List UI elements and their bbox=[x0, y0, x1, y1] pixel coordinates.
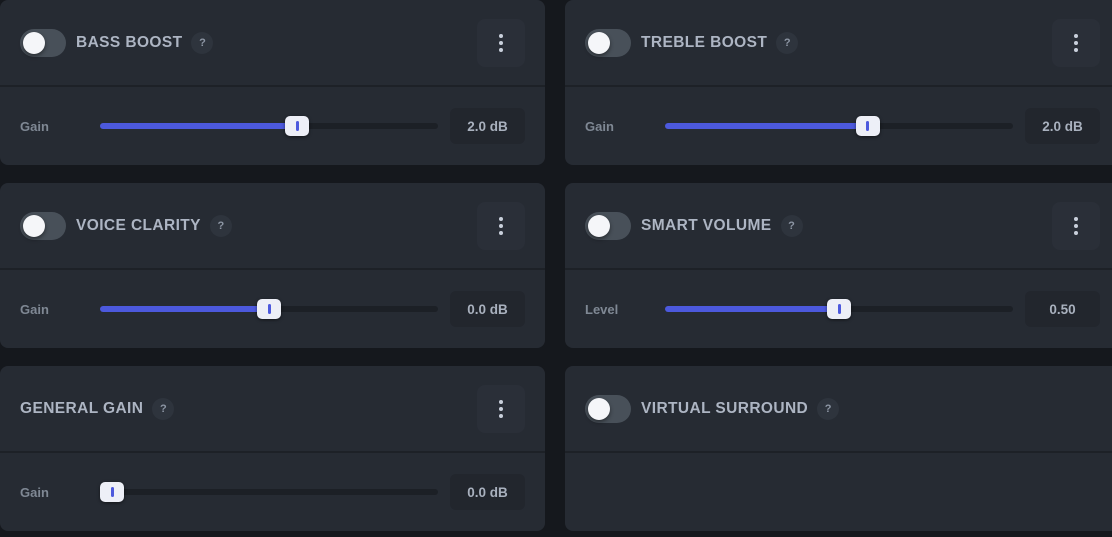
panel-general-gain: GENERAL GAIN ? Gain 0.0 dB bbox=[0, 366, 545, 531]
kebab-menu-icon bbox=[499, 216, 503, 235]
slider-thumb[interactable] bbox=[827, 299, 851, 319]
treble-boost-toggle[interactable] bbox=[585, 28, 631, 57]
slider-row: Gain 0.0 dB bbox=[20, 291, 525, 327]
slider-thumb[interactable] bbox=[285, 116, 310, 136]
help-icon[interactable]: ? bbox=[780, 214, 803, 237]
help-icon[interactable]: ? bbox=[817, 397, 840, 420]
bass-boost-toggle[interactable] bbox=[20, 28, 66, 57]
menu-button[interactable] bbox=[477, 384, 525, 433]
panel-body: Gain 2.0 dB bbox=[0, 85, 545, 165]
slider-fill bbox=[665, 306, 839, 312]
slider-fill bbox=[100, 123, 298, 129]
menu-button[interactable] bbox=[477, 18, 525, 67]
slider-value: 2.0 dB bbox=[1025, 108, 1100, 144]
slider-label: Gain bbox=[585, 118, 614, 134]
menu-button[interactable] bbox=[477, 201, 525, 250]
panel-treble-boost: TREBLE BOOST ? Gain 2.0 dB bbox=[565, 0, 1112, 165]
level-slider[interactable] bbox=[665, 299, 1013, 319]
panel-smart-volume: SMART VOLUME ? Level 0.50 bbox=[565, 183, 1112, 348]
menu-button[interactable] bbox=[1052, 18, 1100, 67]
panel-voice-clarity: VOICE CLARITY ? Gain 0.0 dB bbox=[0, 183, 545, 348]
toggle-knob-icon bbox=[23, 31, 45, 54]
panel-body: Gain 0.0 dB bbox=[0, 451, 545, 531]
panel-title: BASS BOOST bbox=[76, 33, 183, 51]
panel-title: VIRTUAL SURROUND bbox=[641, 399, 809, 417]
panel-header: BASS BOOST ? bbox=[0, 0, 545, 85]
kebab-menu-icon bbox=[1074, 216, 1078, 235]
panel-bass-boost: BASS BOOST ? Gain 2.0 dB bbox=[0, 0, 545, 165]
menu-button[interactable] bbox=[1052, 201, 1100, 250]
toggle-knob-icon bbox=[23, 214, 45, 237]
panel-header: VOICE CLARITY ? bbox=[0, 183, 545, 268]
smart-volume-toggle[interactable] bbox=[585, 211, 631, 240]
virtual-surround-toggle[interactable] bbox=[585, 394, 631, 423]
help-icon[interactable]: ? bbox=[776, 31, 799, 54]
help-icon[interactable]: ? bbox=[152, 397, 175, 420]
panel-header: TREBLE BOOST ? bbox=[565, 0, 1112, 85]
panel-virtual-surround: VIRTUAL SURROUND ? bbox=[565, 366, 1112, 531]
kebab-menu-icon bbox=[499, 399, 503, 418]
panel-body: Level 0.50 bbox=[565, 268, 1112, 348]
panel-title: GENERAL GAIN bbox=[20, 399, 144, 417]
panel-title: VOICE CLARITY bbox=[76, 216, 201, 234]
slider-thumb[interactable] bbox=[855, 116, 880, 136]
voice-clarity-toggle[interactable] bbox=[20, 211, 66, 240]
slider-label: Gain bbox=[20, 301, 49, 317]
toggle-knob-icon bbox=[588, 31, 610, 54]
slider-thumb[interactable] bbox=[100, 482, 124, 502]
slider-label: Gain bbox=[20, 484, 49, 500]
panel-title: SMART VOLUME bbox=[641, 216, 772, 234]
slider-row: Level 0.50 bbox=[585, 291, 1100, 327]
slider-row: Gain 0.0 dB bbox=[20, 474, 525, 510]
panel-header: SMART VOLUME ? bbox=[565, 183, 1112, 268]
help-icon[interactable]: ? bbox=[191, 31, 214, 54]
slider-row: Gain 2.0 dB bbox=[20, 108, 525, 144]
slider-value: 2.0 dB bbox=[450, 108, 525, 144]
panel-body bbox=[565, 451, 1112, 531]
panel-header: GENERAL GAIN ? bbox=[0, 366, 545, 451]
gain-slider[interactable] bbox=[665, 116, 1013, 136]
panel-header: VIRTUAL SURROUND ? bbox=[565, 366, 1112, 451]
kebab-menu-icon bbox=[1074, 33, 1078, 52]
help-icon[interactable]: ? bbox=[209, 214, 232, 237]
slider-fill bbox=[665, 123, 868, 129]
panel-title: TREBLE BOOST bbox=[641, 33, 768, 51]
slider-row: Gain 2.0 dB bbox=[585, 108, 1100, 144]
slider-label: Gain bbox=[20, 118, 49, 134]
kebab-menu-icon bbox=[499, 33, 503, 52]
gain-slider[interactable] bbox=[100, 482, 438, 502]
gain-slider[interactable] bbox=[100, 299, 438, 319]
panel-body: Gain 0.0 dB bbox=[0, 268, 545, 348]
gain-slider[interactable] bbox=[100, 116, 438, 136]
slider-value: 0.0 dB bbox=[450, 474, 525, 510]
panel-body: Gain 2.0 dB bbox=[565, 85, 1112, 165]
slider-value: 0.0 dB bbox=[450, 291, 525, 327]
slider-value: 0.50 bbox=[1025, 291, 1100, 327]
toggle-knob-icon bbox=[588, 214, 610, 237]
slider-label: Level bbox=[585, 301, 619, 317]
toggle-knob-icon bbox=[588, 397, 610, 420]
slider-thumb[interactable] bbox=[257, 299, 281, 319]
slider-fill bbox=[100, 306, 269, 312]
